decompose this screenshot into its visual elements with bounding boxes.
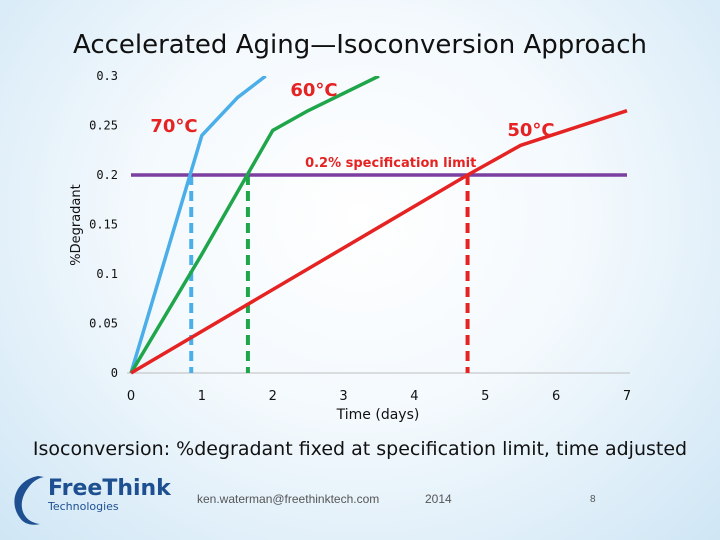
x-tick-label: 2	[269, 389, 277, 404]
y-axis-title: %Degradant	[69, 184, 84, 265]
slide-caption: Isoconversion: %degradant fixed at speci…	[32, 438, 688, 460]
y-tick-label: 0	[111, 366, 118, 380]
x-tick-label: 5	[481, 389, 489, 404]
series-line-50c	[130, 108, 628, 375]
logo-name: FreeThink	[48, 476, 171, 501]
x-tick-label: 7	[623, 389, 631, 404]
y-tick-label: 0.2	[96, 168, 118, 182]
series-label-50: 50°C	[507, 120, 554, 141]
logo-swoosh-icon	[14, 476, 44, 525]
y-tick-label: 0.1	[96, 267, 118, 281]
series-label-60: 60°C	[290, 80, 337, 101]
series-label-70: 70°C	[150, 116, 197, 137]
x-tick-label: 4	[410, 389, 418, 404]
spec-limit-label: 0.2% specification limit	[305, 156, 476, 171]
x-tick-label: 6	[552, 389, 560, 404]
y-tick-label: 0.3	[96, 69, 118, 83]
y-tick-label: 0.15	[89, 218, 118, 232]
x-tick-label: 3	[339, 389, 347, 404]
logo-subtitle: Technologies	[48, 500, 119, 513]
footer-year: 2014	[425, 492, 452, 506]
x-tick-label: 1	[198, 389, 206, 404]
freethink-logo: FreeThink Technologies	[8, 470, 171, 530]
x-axis-title: Time (days)	[336, 407, 420, 423]
page-number: 8	[590, 494, 596, 505]
slide-title: Accelerated Aging—Isoconversion Approach	[72, 30, 648, 60]
series-line-60c	[129, 76, 380, 374]
series-line-70c	[129, 76, 267, 374]
footer-email: ken.waterman@freethinktech.com	[197, 492, 380, 506]
y-tick-label: 0.25	[89, 119, 118, 133]
y-tick-label: 0.05	[89, 317, 118, 331]
x-tick-label: 0	[127, 389, 135, 404]
